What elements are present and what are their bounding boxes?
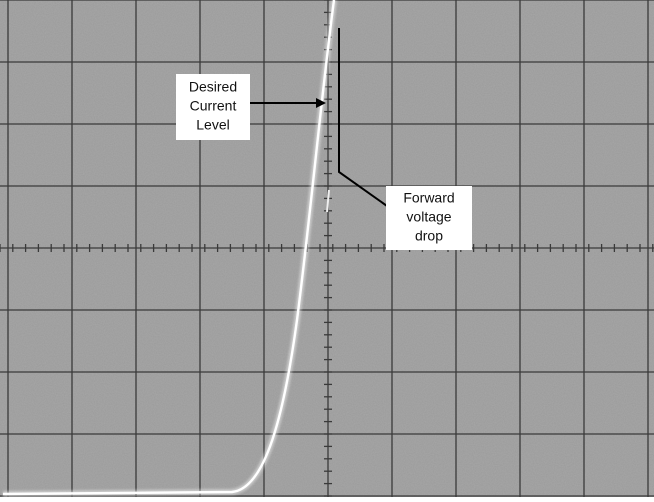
annotation-text: Desired [189, 79, 237, 95]
annotation-text: Level [196, 117, 229, 133]
annotation-box [176, 74, 250, 140]
arrow-head [316, 98, 326, 108]
annotation-box [386, 186, 472, 250]
trace [2, 0, 336, 496]
trace-ghost [326, 189, 330, 213]
annotation-text: voltage [406, 209, 451, 225]
annotation-text: drop [415, 228, 443, 244]
bottom-edge [0, 497, 654, 502]
annotation-text: Current [190, 98, 237, 114]
annotation-text: Forward [403, 190, 454, 206]
leader-line [338, 28, 388, 207]
